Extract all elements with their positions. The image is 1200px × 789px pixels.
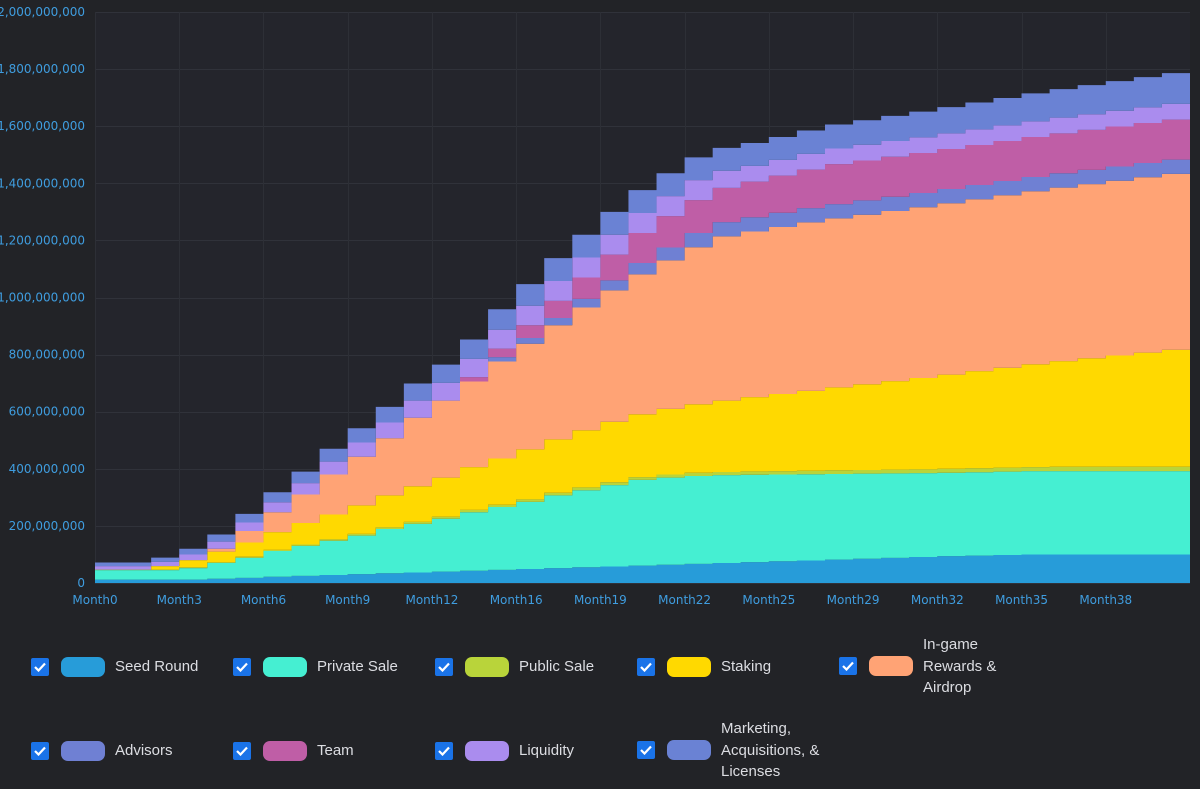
- x-tick-label: Month29: [827, 593, 880, 607]
- y-tick-label: 0: [77, 576, 85, 590]
- y-tick-label: 1,600,000,000: [0, 119, 85, 133]
- series-area-private-sale: [95, 471, 1190, 580]
- legend-item-liquidity[interactable]: Liquidity: [435, 740, 629, 762]
- x-tick-label: Month22: [658, 593, 711, 607]
- legend-swatch: [465, 656, 509, 677]
- chart-series: [95, 73, 1190, 583]
- legend-label: Staking: [721, 658, 772, 675]
- legend-swatch: [61, 740, 105, 761]
- series-area-team: [95, 119, 1190, 570]
- checkbox-icon[interactable]: [637, 657, 655, 676]
- series-area-seed-round: [95, 554, 1190, 583]
- y-tick-label: 1,400,000,000: [0, 176, 85, 190]
- y-tick-label: 1,800,000,000: [0, 62, 85, 76]
- checkbox-icon[interactable]: [637, 741, 655, 760]
- legend-item-in-game-rewards[interactable]: In-game Rewards & Airdrop: [839, 634, 1011, 699]
- legend-swatch: [61, 656, 105, 677]
- chart-legend: Seed Round Private Sale Public Sale Stak…: [0, 630, 1200, 789]
- legend-swatch: [263, 656, 307, 677]
- y-tick-label: 400,000,000: [9, 462, 85, 476]
- x-tick-label: Month6: [241, 593, 286, 607]
- x-tick-label: Month3: [157, 593, 202, 607]
- y-tick-label: 200,000,000: [9, 519, 85, 533]
- x-tick-label: Month12: [405, 593, 458, 607]
- x-tick-label: Month38: [1079, 593, 1132, 607]
- legend-swatch: [667, 740, 711, 761]
- legend-item-staking[interactable]: Staking: [637, 656, 831, 678]
- y-tick-label: 1,200,000,000: [0, 233, 85, 247]
- legend-label: Advisors: [115, 742, 173, 759]
- legend-label: Public Sale: [519, 658, 595, 675]
- legend-swatch: [263, 740, 307, 761]
- series-area-staking: [95, 349, 1190, 570]
- legend-item-seed-round[interactable]: Seed Round: [31, 656, 225, 678]
- legend-label: Liquidity: [519, 742, 575, 759]
- y-axis: 0 200,000,000 400,000,000 600,000,000 800,00…: [0, 5, 85, 590]
- legend-item-public-sale[interactable]: Public Sale: [435, 656, 629, 678]
- legend-label: Private Sale: [317, 658, 398, 675]
- legend-label: In-game Rewards & Airdrop: [923, 636, 997, 696]
- x-tick-label: Month25: [742, 593, 795, 607]
- x-tick-label: Month16: [490, 593, 543, 607]
- checkbox-icon[interactable]: [233, 741, 251, 760]
- series-area-liquidity: [95, 103, 1190, 570]
- checkbox-icon[interactable]: [435, 741, 453, 760]
- legend-label: Team: [317, 742, 354, 759]
- series-area-in-game-rewards-airdrop: [95, 173, 1190, 570]
- checkbox-icon[interactable]: [839, 657, 857, 676]
- legend-item-advisors[interactable]: Advisors: [31, 740, 225, 762]
- x-tick-label: Month19: [574, 593, 627, 607]
- y-tick-label: 800,000,000: [9, 348, 85, 362]
- checkbox-icon[interactable]: [31, 741, 49, 760]
- x-tick-label: Month35: [995, 593, 1048, 607]
- y-tick-label: 1,000,000,000: [0, 291, 85, 305]
- legend-item-team[interactable]: Team: [233, 740, 427, 762]
- y-tick-label: 600,000,000: [9, 405, 85, 419]
- x-axis: Month0 Month3 Month6 Month9 Month12 Month16 Mo…: [72, 593, 1132, 607]
- legend-label: Marketing, Acquisitions, & Licenses: [721, 720, 820, 780]
- legend-swatch: [869, 656, 913, 677]
- x-tick-label: Month32: [911, 593, 964, 607]
- checkbox-icon[interactable]: [31, 657, 49, 676]
- checkbox-icon[interactable]: [435, 657, 453, 676]
- legend-swatch: [465, 740, 509, 761]
- legend-item-marketing[interactable]: Marketing, Acquisitions, & Licenses: [637, 718, 833, 783]
- legend-item-private-sale[interactable]: Private Sale: [233, 656, 427, 678]
- x-tick-label: Month9: [325, 593, 370, 607]
- checkbox-icon[interactable]: [233, 657, 251, 676]
- x-tick-label: Month0: [72, 593, 117, 607]
- legend-label: Seed Round: [115, 658, 199, 675]
- legend-swatch: [667, 656, 711, 677]
- y-tick-label: 2,000,000,000: [0, 5, 85, 19]
- vesting-chart: 0 200,000,000 400,000,000 600,000,000 800,00…: [0, 5, 1190, 607]
